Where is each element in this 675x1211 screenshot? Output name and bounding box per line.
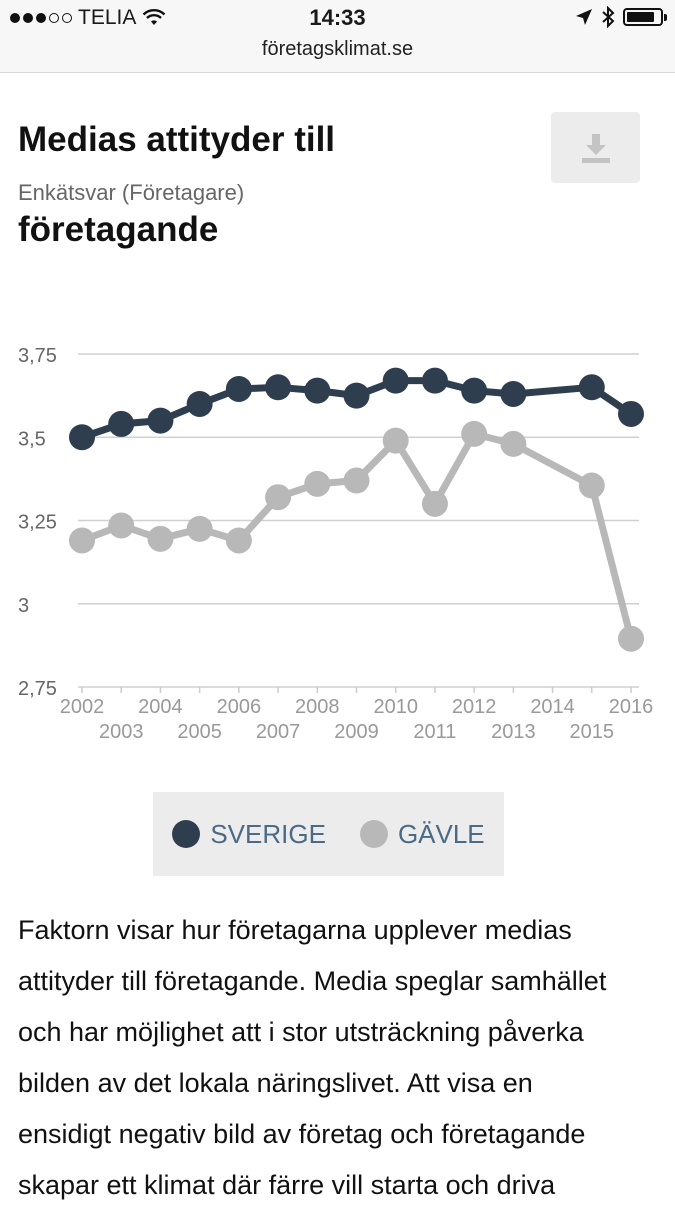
data-point-sverige [421, 367, 448, 394]
x-tick-label: 2013 [491, 721, 536, 743]
description-line: bilden av det lokala näringslivet. Att v… [18, 1068, 533, 1098]
data-point-gavle [500, 430, 527, 457]
y-tick-label: 3,5 [18, 428, 46, 450]
x-tick-label: 2015 [570, 721, 615, 743]
description-line: ensidigt negativ bild av företag och för… [18, 1119, 586, 1149]
x-tick-label: 2016 [609, 696, 654, 718]
signal-strength-icon [10, 13, 72, 23]
bluetooth-icon [602, 6, 615, 28]
data-point-sverige [186, 390, 213, 417]
description-line: Faktorn visar hur företagarna upplever m… [18, 915, 572, 945]
carrier-signal: TELIA [10, 6, 166, 30]
x-tick-label: 2009 [334, 721, 379, 743]
data-point-sverige [225, 375, 252, 402]
download-icon [581, 133, 610, 163]
data-point-sverige [304, 377, 331, 404]
status-icons [575, 6, 667, 28]
x-tick-label: 2005 [177, 721, 222, 743]
carrier-name: TELIA [78, 6, 137, 29]
data-point-gavle [225, 527, 252, 554]
download-button[interactable] [551, 112, 640, 183]
description-line: skapar ett klimat där färre vill starta … [18, 1170, 556, 1200]
chart-title-line2: företagande [18, 210, 219, 249]
data-point-gavle [382, 427, 409, 454]
clock: 14:33 [309, 5, 366, 30]
x-tick-label: 2014 [530, 696, 575, 718]
x-tick-label: 2008 [295, 696, 340, 718]
legend-item-gavle[interactable]: GÄVLE [359, 818, 485, 850]
description-line: och har möjlighet att i stor utsträcknin… [18, 1017, 584, 1047]
x-tick-label: 2010 [373, 696, 418, 718]
data-point-sverige [461, 377, 488, 404]
data-point-sverige [147, 407, 174, 434]
chart-legend: SVERIGE GÄVLE [153, 792, 504, 876]
description-text: Faktorn visar hur företagarna upplever m… [18, 905, 658, 1211]
data-point-gavle [578, 472, 605, 499]
location-arrow-icon [576, 9, 592, 25]
battery-icon [623, 8, 667, 26]
x-tick-label: 2003 [99, 721, 144, 743]
x-tick-label: 2011 [413, 721, 456, 743]
data-point-gavle [265, 484, 292, 511]
data-point-gavle [304, 470, 331, 497]
data-point-sverige [382, 367, 409, 394]
data-point-gavle [147, 525, 174, 552]
y-tick-label: 3,75 [18, 345, 57, 367]
url-bar[interactable]: företagsklimat.se [261, 38, 414, 60]
data-point-gavle [343, 467, 370, 494]
data-point-gavle [421, 490, 448, 517]
chart-title: Medias attityder till [18, 120, 336, 159]
data-point-sverige [578, 374, 605, 401]
legend-item-sverige[interactable]: SVERIGE [172, 819, 326, 850]
data-point-gavle [618, 625, 644, 652]
data-point-gavle [186, 515, 213, 542]
legend-label-gavle: GÄVLE [397, 818, 485, 849]
data-point-sverige [343, 382, 370, 409]
data-point-sverige [500, 380, 527, 407]
data-point-sverige [618, 400, 644, 427]
data-point-gavle [108, 512, 135, 539]
data-point-sverige [69, 424, 95, 451]
wifi-icon [143, 9, 166, 25]
data-point-gavle [461, 420, 488, 447]
x-tick-label: 2004 [138, 696, 183, 718]
x-tick-label: 2006 [217, 696, 262, 718]
data-point-sverige [108, 410, 135, 437]
legend-marker-sverige [172, 820, 201, 848]
x-tick-label: 2002 [60, 696, 105, 718]
description-line: attityder till företagande. Media spegla… [18, 966, 607, 996]
y-tick-label: 3 [18, 595, 29, 617]
x-tick-label: 2012 [452, 696, 497, 718]
y-tick-label: 3,25 [18, 512, 57, 534]
chart-subtitle: Enkätsvar (Företagare) [18, 180, 245, 205]
x-tick-label: 2007 [256, 721, 301, 743]
data-point-sverige [265, 374, 292, 401]
status-bar: TELIA 14:33 företagsklimat.se [0, 0, 675, 73]
y-tick-label: 2,75 [18, 678, 57, 700]
legend-marker-gavle [359, 820, 388, 848]
legend-label-sverige: SVERIGE [210, 818, 326, 849]
data-point-gavle [69, 527, 95, 554]
